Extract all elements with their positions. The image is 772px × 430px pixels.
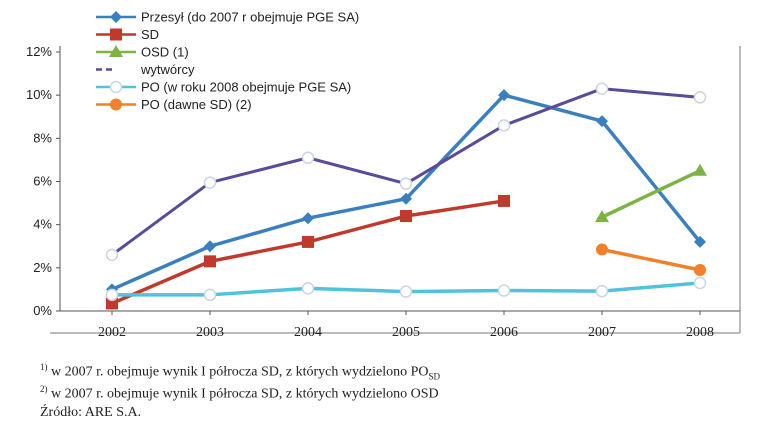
footnote-2: 2) w 2007 r. obejmuje wynik I półrocza S… <box>40 384 439 403</box>
series-3-point <box>301 151 315 165</box>
legend-label: PO (dawne SD) (2) <box>141 97 252 112</box>
legend-label: wytwórcy <box>140 62 195 77</box>
series-5-line <box>600 247 702 272</box>
legend-swatch-marker <box>109 45 123 57</box>
series-0-point <box>498 89 510 102</box>
footnote-1-text: w 2007 r. obejmuje wynik I półrocza SD, … <box>47 364 429 380</box>
y-tick-label: 4% <box>33 217 52 232</box>
series-4-point <box>595 284 609 298</box>
x-tick-label: 2007 <box>588 325 616 340</box>
series-0-line <box>110 93 702 292</box>
series-0-point <box>302 212 314 225</box>
x-tick-label: 2002 <box>98 325 126 340</box>
series-3-point <box>203 176 217 189</box>
legend-swatch-marker <box>110 11 122 23</box>
legend-swatch-marker <box>110 98 122 111</box>
series-4-point <box>301 282 315 295</box>
series-4-point <box>693 276 707 290</box>
series-3-point <box>595 82 609 95</box>
series-1-point <box>498 194 510 207</box>
footnote-1-subscript: SD <box>428 371 441 382</box>
x-tick-label: 2003 <box>196 325 224 340</box>
line-chart: 0% 2% 4% 6% 8% 10% 12% 2002 2003 2004 2005 2006 2007… <box>26 10 741 340</box>
series-4-point <box>497 284 511 297</box>
y-tick-label: 8% <box>33 130 52 145</box>
series-3-point <box>497 119 511 132</box>
series-1-point <box>204 255 216 268</box>
x-tick-label: 2005 <box>392 325 420 340</box>
x-tick-label: 2004 <box>294 325 322 340</box>
legend-label: SD <box>141 27 159 42</box>
legend-label: OSD (1) <box>141 45 189 60</box>
series-4-point <box>399 285 413 298</box>
legend-swatch-marker <box>109 80 123 94</box>
series-4-point <box>105 288 119 302</box>
series-1-point <box>400 210 412 223</box>
footnote-1: 1) w 2007 r. obejmuje wynik I półrocza S… <box>40 362 440 381</box>
series-2-point <box>693 163 707 176</box>
series-4-point <box>203 288 217 302</box>
y-tick-label: 6% <box>33 174 52 189</box>
series-1-point <box>106 297 118 310</box>
x-tick-label: 2008 <box>686 325 714 340</box>
series-3-point <box>399 177 413 190</box>
series-5-point <box>596 243 608 256</box>
series-0-point <box>400 192 412 205</box>
x-tick-label: 2006 <box>490 325 518 340</box>
series-3-point <box>105 248 119 262</box>
source-note: Źródło: ARE S.A. <box>40 405 141 421</box>
series-0-point <box>204 240 216 253</box>
series-2-line <box>600 168 702 219</box>
series-2-point <box>595 210 609 223</box>
series-3-point <box>693 91 707 104</box>
legend-label: Przesył (do 2007 r obejmuje PGE SA) <box>141 10 359 25</box>
series-1-point <box>302 235 314 248</box>
footnote-2-mark: 2) <box>40 384 48 394</box>
footnote-1-mark: 1) <box>40 362 48 372</box>
y-tick-label: 0% <box>33 303 52 318</box>
series-3-line <box>110 87 702 257</box>
series-0-point <box>694 235 706 248</box>
y-tick-label: 12% <box>26 44 52 59</box>
series-5-point <box>694 263 706 276</box>
series-0-point <box>596 115 608 128</box>
y-tick-label: 2% <box>33 260 52 275</box>
legend-swatch-marker <box>110 28 122 41</box>
source-text: Źródło: ARE S.A. <box>40 405 142 420</box>
legend-label: PO (w roku 2008 obejmuje PGE SA) <box>141 80 351 95</box>
y-tick-label: 10% <box>26 87 52 102</box>
footnote-2-text: w 2007 r. obejmuje wynik I półrocza SD, … <box>47 386 439 402</box>
